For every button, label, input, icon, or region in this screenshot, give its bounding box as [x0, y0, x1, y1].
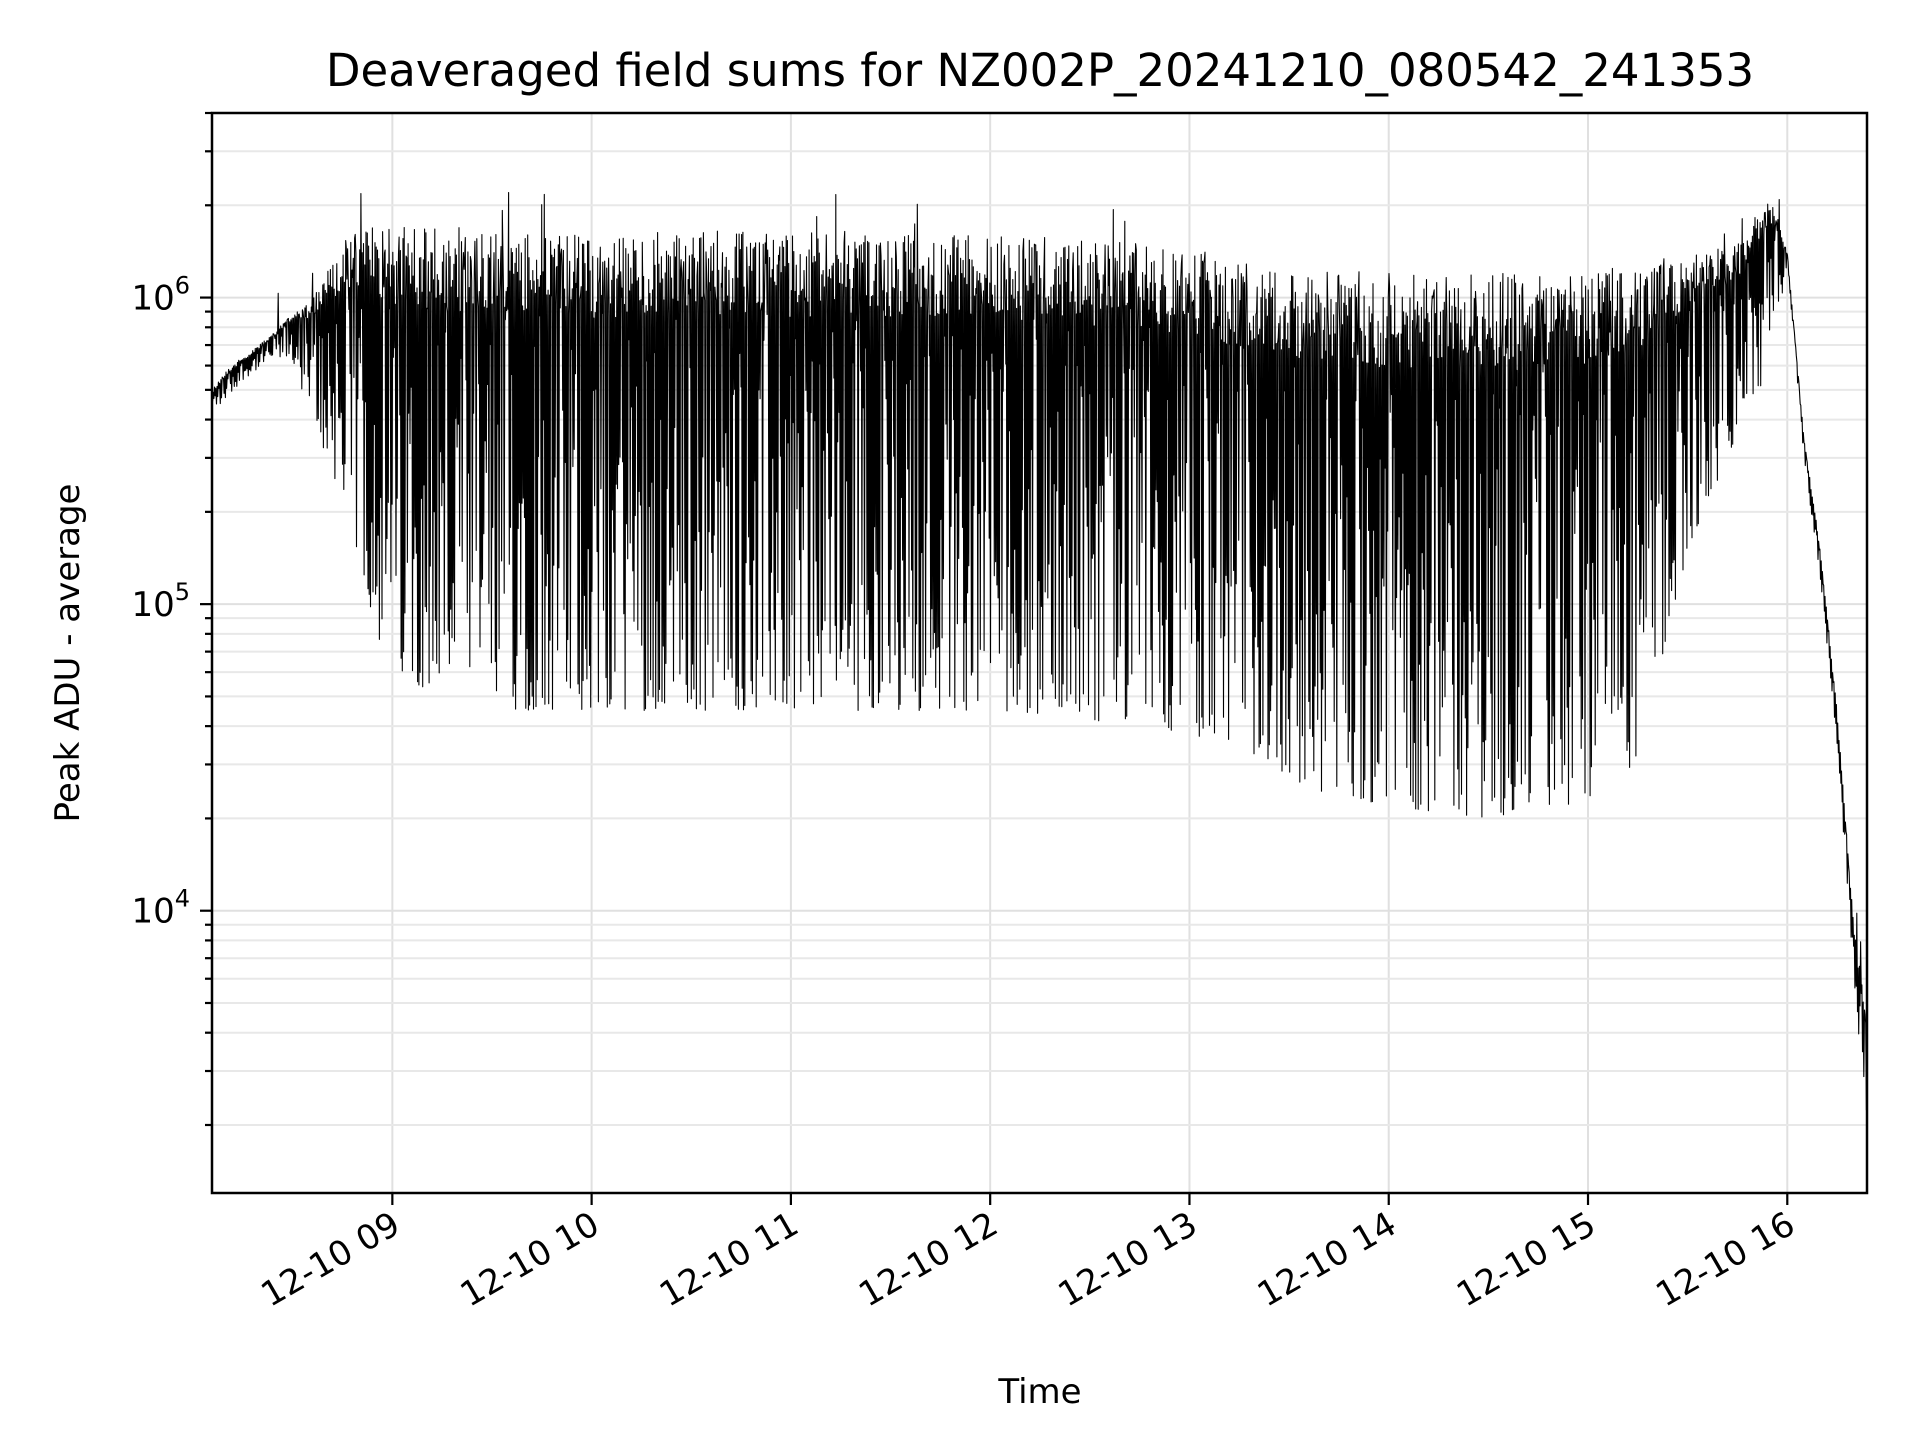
- x-tick-label-2: 12-10 11: [653, 1204, 805, 1315]
- x-tick-label-7: 12-10 16: [1649, 1204, 1801, 1315]
- x-axis-label: Time: [997, 1372, 1081, 1412]
- x-tick-label-1: 12-10 10: [454, 1204, 606, 1315]
- y-tick-label-0: 104: [131, 885, 190, 932]
- x-tick-label-5: 12-10 14: [1251, 1204, 1403, 1315]
- y-tick-label-2: 106: [131, 272, 190, 319]
- x-tick-label-3: 12-10 12: [852, 1204, 1004, 1315]
- x-tick-label-6: 12-10 15: [1450, 1204, 1602, 1315]
- x-tick-label-0: 12-10 09: [254, 1204, 406, 1315]
- x-axis: 12-10 09 12-10 10 12-10 11 12-10 12 12-10 13…: [254, 1193, 1802, 1315]
- y-axis: 104 105 106: [131, 111, 212, 1127]
- series-line: [211, 191, 1868, 1111]
- y-axis-label: Peak ADU - average: [48, 484, 88, 823]
- plot-frame: [210, 111, 1869, 1195]
- chart-title: Deaveraged field sums for NZ002P_2024121…: [326, 44, 1754, 97]
- y-tick-label-1: 105: [131, 578, 190, 625]
- x-tick-label-4: 12-10 13: [1052, 1204, 1204, 1315]
